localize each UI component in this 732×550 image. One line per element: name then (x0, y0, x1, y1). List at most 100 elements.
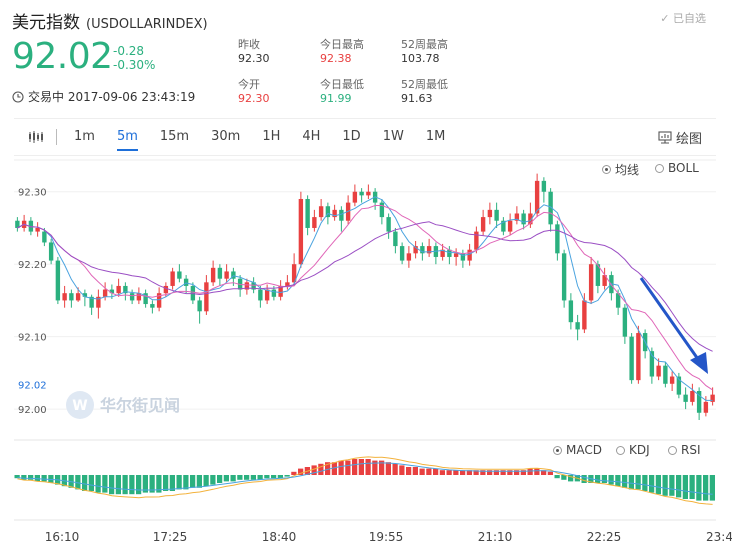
draw-button[interactable]: 绘图 (658, 128, 716, 147)
period-tab-1w[interactable]: 1W (382, 129, 404, 144)
overlay-ma-label: 均线 (615, 163, 640, 177)
x-tick-label: 17:25 (153, 530, 188, 544)
ma-slow-line (17, 221, 713, 352)
candle-body (177, 271, 182, 279)
candle-body (163, 285, 169, 294)
macd-bar (34, 475, 40, 482)
day-low-value: 91.99 (320, 92, 352, 105)
candle-body (703, 401, 709, 413)
high52-label: 52周最高 (401, 38, 448, 51)
macd-bar (298, 468, 304, 475)
radio-icon (616, 445, 625, 455)
candle-body (102, 289, 108, 297)
macd-bar (325, 462, 331, 475)
candle-body (386, 217, 391, 232)
moving-averages (17, 196, 713, 401)
candle-body (156, 293, 162, 308)
watchlist-toggle[interactable]: ✓ 已自选 (660, 10, 706, 26)
macd-bar (311, 465, 317, 475)
candle-body (379, 202, 385, 218)
period-tab-15m[interactable]: 15m (159, 129, 190, 144)
macd-bar (41, 475, 47, 482)
macd-bar (669, 475, 675, 496)
ma-fast-line (17, 196, 713, 401)
day-high-value: 92.38 (320, 52, 352, 65)
candle-body (366, 191, 371, 196)
macd-bar (318, 463, 324, 475)
macd-bar (163, 475, 169, 491)
macd-bar (460, 470, 466, 475)
period-tab-1m[interactable]: 1m (74, 129, 95, 144)
candle-body (170, 271, 175, 286)
overlay-boll-label: BOLL (668, 161, 699, 175)
macd-bar (703, 475, 709, 501)
macd-bar (365, 459, 371, 475)
candle-body (15, 220, 20, 228)
indicator-option-rsi[interactable]: RSI (668, 443, 701, 457)
high52-block: 52周最高 103.78 (401, 38, 448, 66)
macd-bar (230, 475, 236, 482)
candle-body (575, 322, 580, 330)
macd-bar (689, 475, 695, 499)
day-high-label: 今日最高 (320, 38, 364, 51)
indicator-option-kdj[interactable]: KDJ (616, 443, 650, 457)
low52-label: 52周最低 (401, 78, 448, 91)
candle-body (474, 231, 479, 250)
x-tick-label: 22:25 (587, 530, 622, 544)
macd-bar (568, 475, 574, 482)
candle-body (136, 293, 142, 301)
macd-bar (176, 475, 182, 490)
candle-body (541, 180, 547, 192)
overlay-option-boll[interactable]: BOLL (655, 161, 699, 175)
macd-bar (331, 462, 337, 475)
macd-bar (595, 475, 601, 483)
macd-bar (500, 470, 506, 475)
period-tab-1d[interactable]: 1D (342, 129, 361, 144)
candle-body (109, 289, 115, 294)
macd-bar (156, 475, 162, 493)
indicator-rsi-label: RSI (681, 443, 701, 457)
candle-body (494, 209, 499, 221)
macd-bar (28, 475, 34, 480)
macd-bar (14, 475, 20, 479)
macd-bar (520, 470, 526, 475)
candle-body (453, 253, 459, 257)
chart-toolbar: 1m 5m 15m 30m 1H 4H 1D 1W 1M 绘图 (14, 118, 716, 156)
macd-bar (493, 470, 499, 475)
period-tab-30m[interactable]: 30m (211, 129, 241, 144)
macd-bar (142, 475, 148, 493)
candle-body (467, 249, 472, 261)
macd-bar (453, 470, 459, 475)
indicator-option-macd[interactable]: MACD (553, 443, 602, 457)
candle-body (487, 209, 493, 218)
candle-body (656, 365, 661, 377)
radio-selected-icon (553, 445, 562, 455)
candles (15, 173, 715, 420)
macd-bar (473, 470, 479, 475)
macd-bar (412, 467, 418, 475)
candle-body (251, 282, 256, 290)
candle-body (359, 191, 364, 196)
macd-bar (426, 468, 432, 475)
period-tab-1h[interactable]: 1H (262, 129, 281, 144)
x-tick-label: 21:10 (478, 530, 513, 544)
candle-body (69, 293, 74, 301)
macd-bar (102, 475, 108, 493)
candle-body (399, 246, 405, 261)
overlay-option-ma[interactable]: 均线 (602, 161, 639, 178)
candle-body (426, 246, 432, 254)
candle-body (305, 198, 310, 228)
period-tab-5m[interactable]: 5m (106, 119, 149, 155)
period-tab-1mo[interactable]: 1M (425, 129, 446, 144)
clock-icon (12, 90, 24, 103)
candle-body (318, 206, 324, 218)
candlestick-type-icon[interactable] (14, 119, 54, 155)
period-tab-4h[interactable]: 4H (302, 129, 321, 144)
open-block: 今开 92.30 (238, 78, 270, 106)
macd-bar (635, 475, 641, 490)
macd-bar (338, 460, 344, 475)
prev-close-value: 92.30 (238, 52, 270, 65)
macd-bar (642, 475, 648, 491)
macd-bar (129, 475, 135, 495)
